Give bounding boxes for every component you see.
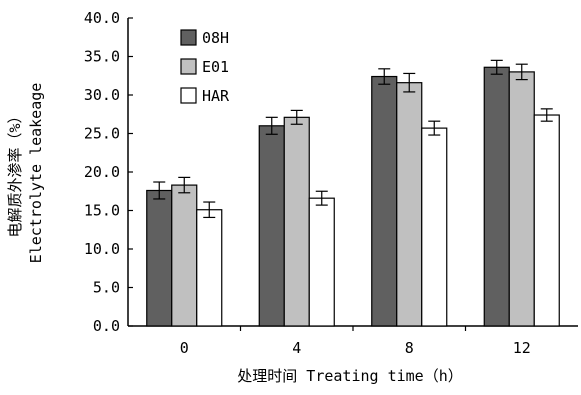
- bars: [146, 59, 560, 327]
- y-tick-label: 15.0: [84, 202, 120, 220]
- legend-swatch-E01: [180, 58, 197, 75]
- x-axis-title: 处理时间 Treating time（h）: [237, 367, 462, 385]
- bar-08H-8: [371, 75, 398, 327]
- x-tick-label: 12: [513, 339, 531, 357]
- bar-08H-0: [146, 189, 173, 327]
- y-tick-label: 25.0: [84, 125, 120, 143]
- bar-08H-4: [258, 125, 285, 327]
- legend-label-08H: 08H: [202, 29, 229, 47]
- bar-E01-12: [508, 71, 535, 327]
- legend-swatch-HAR: [180, 87, 197, 104]
- y-tick-label: 20.0: [84, 163, 120, 181]
- y-tick-label: 35.0: [84, 48, 120, 66]
- y-tick-label: 0.0: [93, 317, 120, 335]
- bar-E01-0: [171, 184, 198, 327]
- bar-08H-12: [483, 66, 510, 327]
- bar-HAR-12: [533, 114, 560, 327]
- bar-HAR-0: [196, 209, 223, 327]
- legend-swatch-08H: [180, 29, 197, 46]
- bar-HAR-8: [421, 127, 448, 327]
- y-tick-label: 10.0: [84, 240, 120, 258]
- y-tick-label: 30.0: [84, 86, 120, 104]
- legend-label-E01: E01: [202, 58, 229, 76]
- legend-label-HAR: HAR: [202, 87, 230, 105]
- y-axis-title-english: Electrolyte leakeage: [27, 83, 45, 264]
- bar-E01-4: [283, 116, 310, 327]
- x-tick-label: 8: [405, 339, 414, 357]
- bar-HAR-4: [308, 197, 335, 327]
- x-tick-label: 0: [180, 339, 189, 357]
- x-tick-label: 4: [292, 339, 301, 357]
- axes: 0.0 5.0 10.0 15.0 20.0 25.0 30.0 35.0 40.0 0 4 8 12: [84, 9, 578, 357]
- y-tick-label: 5.0: [93, 279, 120, 297]
- y-axis-title-chinese: 电解质外渗率（%）: [6, 108, 24, 237]
- legend: 08H E01 HAR: [180, 29, 230, 105]
- bar-E01-8: [396, 82, 423, 327]
- y-tick-label: 40.0: [84, 9, 120, 27]
